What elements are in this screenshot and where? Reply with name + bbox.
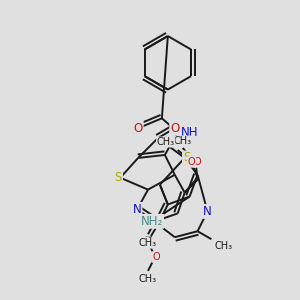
Text: methoxy: methoxy (178, 145, 184, 146)
Text: O: O (152, 252, 160, 262)
Text: N: N (203, 205, 212, 218)
Text: methoxy: methoxy (76, 154, 82, 155)
Text: S: S (115, 171, 122, 184)
Text: methyl: methyl (143, 237, 148, 238)
Text: CH₃: CH₃ (174, 136, 192, 146)
Text: CH₃: CH₃ (139, 274, 157, 284)
Text: NH₂: NH₂ (141, 215, 163, 228)
Text: N: N (133, 203, 142, 216)
Text: CH₃: CH₃ (139, 238, 157, 248)
Text: methyl: methyl (146, 236, 151, 237)
Text: S: S (183, 152, 190, 164)
Text: CH₃: CH₃ (214, 241, 232, 251)
Text: O: O (188, 157, 195, 167)
Text: O: O (134, 122, 143, 135)
Text: CH₃: CH₃ (157, 137, 175, 147)
Text: O: O (170, 122, 179, 135)
Text: O: O (194, 157, 201, 167)
Text: NH: NH (181, 126, 198, 139)
